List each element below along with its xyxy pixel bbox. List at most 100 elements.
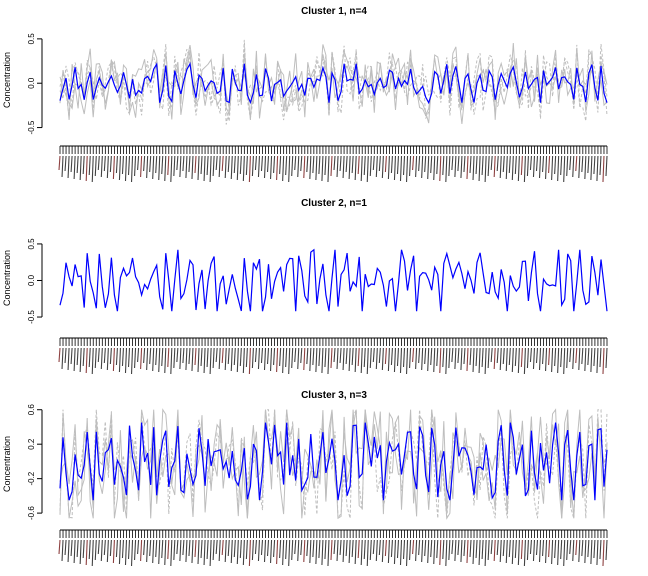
x-tick-label-mark xyxy=(85,155,88,182)
x-tick-label-mark xyxy=(541,347,545,365)
x-tick-label-mark xyxy=(360,155,363,182)
x-tick-label-mark xyxy=(363,539,366,560)
x-tick-label-mark xyxy=(351,155,354,174)
x-tick-label-mark xyxy=(112,347,115,372)
y-tick-label: 0.2 xyxy=(27,438,36,450)
x-tick-label-mark xyxy=(439,347,442,374)
x-tick-label-mark xyxy=(306,347,309,365)
x-tick-label-mark xyxy=(433,539,436,565)
x-tick-label-mark xyxy=(551,539,554,565)
x-tick-label-mark xyxy=(393,347,397,373)
x-tick-label-mark xyxy=(182,347,185,364)
x-tick-label-mark xyxy=(127,347,131,368)
x-tick-label-mark xyxy=(387,539,390,564)
x-tick-label-mark xyxy=(481,155,484,176)
x-tick-label-mark xyxy=(557,155,560,182)
x-tick-label-mark xyxy=(523,539,526,567)
x-tick-label-mark xyxy=(194,347,197,366)
cluster-3-x-axis xyxy=(58,529,608,567)
x-tick-label-mark xyxy=(212,347,215,369)
x-tick-label-mark xyxy=(402,539,406,560)
x-tick-label-mark xyxy=(79,539,82,565)
x-tick-label-mark xyxy=(590,347,593,373)
cluster-1-panel: Cluster 1, n=4 Concentration -0.5 0.0 0.5 xyxy=(2,6,608,183)
x-tick-label-mark xyxy=(285,347,288,368)
x-tick-label-mark xyxy=(167,539,170,560)
x-tick-label-mark xyxy=(215,347,218,363)
x-tick-label-mark xyxy=(276,347,279,373)
x-tick-label-mark xyxy=(67,155,70,179)
x-tick-label-mark xyxy=(185,539,188,563)
x-tick-label-mark xyxy=(566,347,569,369)
x-tick-label-mark xyxy=(566,155,569,177)
x-tick-label-mark xyxy=(321,539,324,566)
x-tick-label-mark xyxy=(285,155,288,176)
x-tick-label-mark xyxy=(427,347,430,372)
cluster-1-mean-series xyxy=(59,62,608,105)
x-tick-label-mark xyxy=(354,539,357,565)
x-tick-label-mark xyxy=(357,539,360,559)
x-tick-label-mark xyxy=(469,539,472,558)
x-tick-label-mark xyxy=(535,539,539,556)
x-tick-label-mark xyxy=(158,347,161,373)
x-tick-label-mark xyxy=(390,539,393,558)
x-tick-label-mark xyxy=(206,155,209,176)
x-tick-label-mark xyxy=(257,347,261,370)
x-tick-label-mark xyxy=(152,155,155,180)
x-tick-label-mark xyxy=(351,347,354,366)
x-tick-label-mark xyxy=(158,155,161,181)
x-tick-label-mark xyxy=(399,539,403,566)
x-tick-label-mark xyxy=(390,155,393,174)
y-tick-label: -0.6 xyxy=(27,506,36,520)
x-tick-label-mark xyxy=(269,347,273,372)
x-tick-label-mark xyxy=(460,539,463,563)
x-tick-label-mark xyxy=(185,347,188,371)
x-tick-label-mark xyxy=(605,347,608,369)
x-tick-label-mark xyxy=(233,155,236,174)
x-tick-label-mark xyxy=(357,347,360,367)
x-tick-label-mark xyxy=(330,155,333,177)
x-tick-label-mark xyxy=(257,155,261,178)
mean-series-line xyxy=(59,248,608,312)
x-tick-label-mark xyxy=(197,539,200,565)
x-tick-label-mark xyxy=(502,347,505,365)
x-tick-label-mark xyxy=(451,347,454,363)
x-tick-label-mark xyxy=(88,347,91,368)
x-tick-label-mark xyxy=(560,539,563,560)
x-tick-label-mark xyxy=(466,155,469,180)
x-tick-label-mark xyxy=(427,539,430,564)
x-tick-label-mark xyxy=(315,539,318,565)
x-tick-label-mark xyxy=(103,539,106,556)
x-tick-label-mark xyxy=(212,155,215,177)
x-tick-label-mark xyxy=(333,155,336,171)
x-tick-label-mark xyxy=(487,347,490,369)
x-tick-label-mark xyxy=(273,539,276,558)
x-tick-label-mark xyxy=(418,347,421,364)
x-tick-label-mark xyxy=(333,347,336,363)
x-tick-label-mark xyxy=(439,155,442,182)
x-tick-label-mark xyxy=(545,539,548,564)
x-tick-label-mark xyxy=(276,155,279,181)
x-tick-label-mark xyxy=(602,539,605,567)
x-tick-label-mark xyxy=(167,347,170,368)
x-tick-label-mark xyxy=(127,539,131,560)
x-tick-label-mark xyxy=(378,539,381,556)
x-tick-label-mark xyxy=(282,155,285,182)
x-tick-label-mark xyxy=(191,347,194,372)
x-tick-label-mark xyxy=(109,347,112,365)
x-tick-label-mark xyxy=(191,155,194,180)
x-tick-label-mark xyxy=(481,539,484,560)
x-tick-label-mark xyxy=(569,155,572,171)
x-tick-label-mark xyxy=(523,155,526,183)
x-tick-label-mark xyxy=(97,347,100,363)
x-tick-label-mark xyxy=(499,539,502,563)
x-tick-label-mark xyxy=(514,347,517,367)
x-tick-label-mark xyxy=(584,539,587,564)
x-tick-label-mark xyxy=(309,539,312,564)
x-tick-label-mark xyxy=(94,155,97,177)
x-tick-label-mark xyxy=(82,155,85,175)
x-tick-label-mark xyxy=(227,539,230,557)
x-tick-label-mark xyxy=(124,155,128,182)
x-tick-label-mark xyxy=(593,155,596,175)
x-tick-label-mark xyxy=(472,155,475,181)
